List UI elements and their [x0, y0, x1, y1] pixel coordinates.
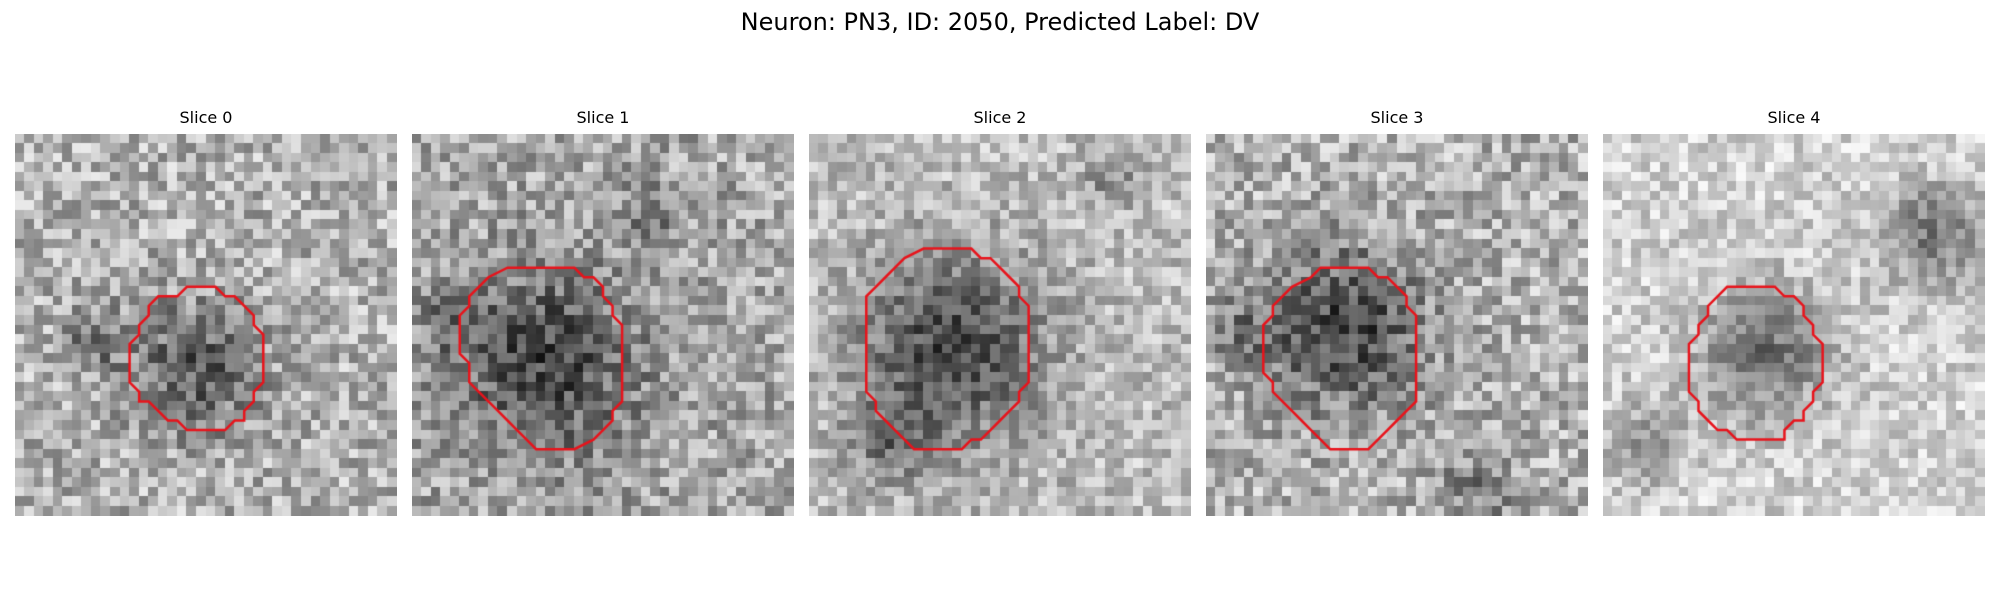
slice-title-0: Slice 0: [179, 108, 233, 127]
slice-panel-1: Slice 1: [412, 108, 794, 516]
slice-panel-2: Slice 2: [809, 108, 1191, 516]
slice-image-3: [1206, 134, 1588, 516]
figure-title: Neuron: PN3, ID: 2050, Predicted Label: …: [740, 8, 1260, 36]
slice-title-3: Slice 3: [1370, 108, 1424, 127]
slice-panel-0: Slice 0: [15, 108, 397, 516]
slice-panel-4: Slice 4: [1603, 108, 1985, 516]
slice-title-2: Slice 2: [973, 108, 1027, 127]
slice-panel-3: Slice 3: [1206, 108, 1588, 516]
slice-image-1: [412, 134, 794, 516]
slice-image-0: [15, 134, 397, 516]
slice-image-4: [1603, 134, 1985, 516]
slice-title-4: Slice 4: [1767, 108, 1821, 127]
slice-image-2: [809, 134, 1191, 516]
slice-title-1: Slice 1: [576, 108, 630, 127]
